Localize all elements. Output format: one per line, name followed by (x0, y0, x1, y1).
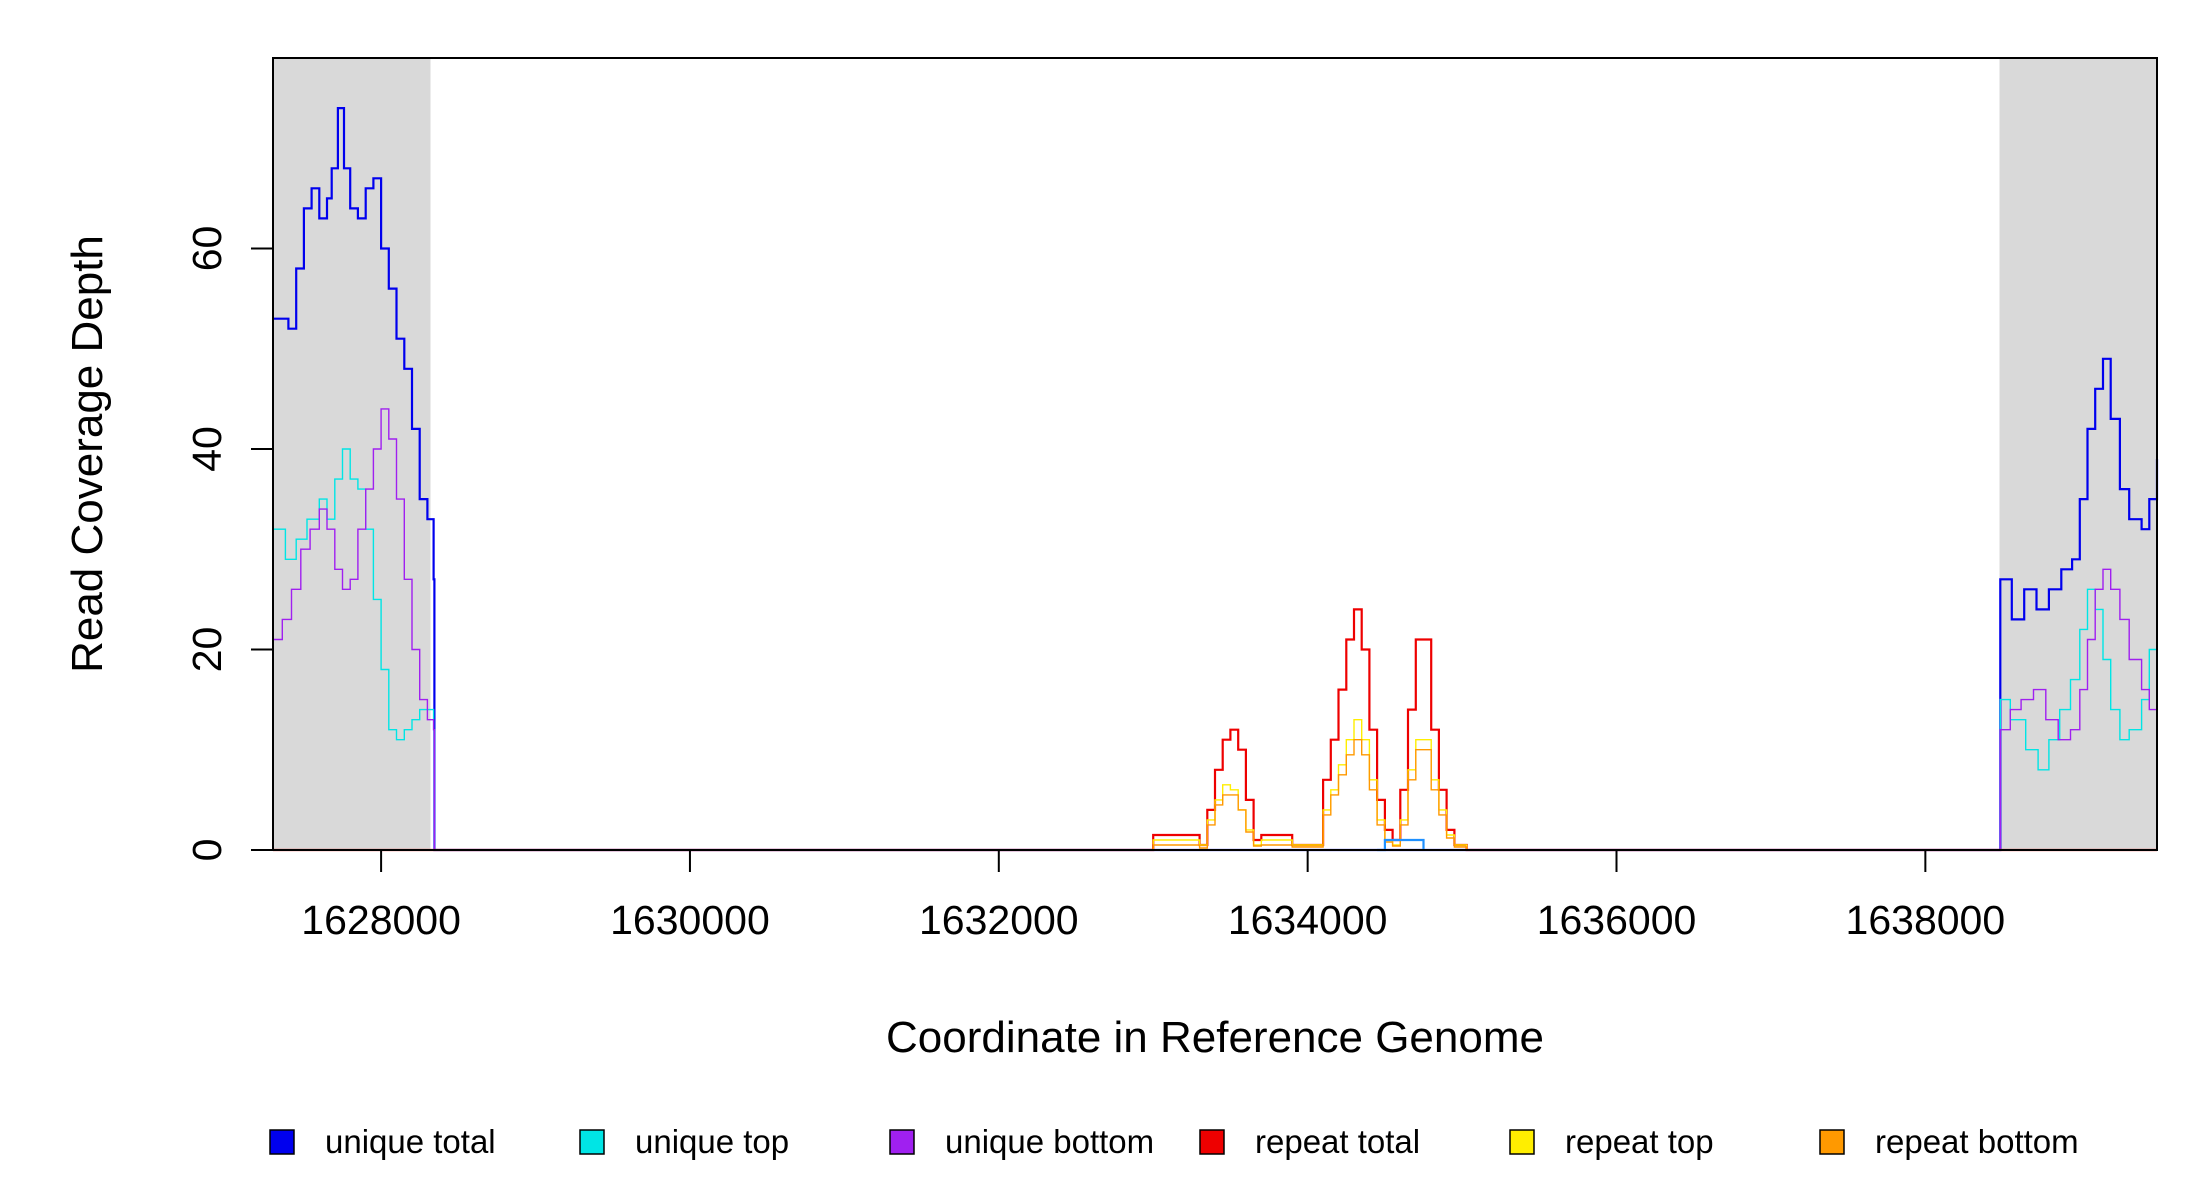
y-tick-label: 20 (184, 627, 230, 673)
legend-label: unique top (635, 1123, 789, 1160)
legend-swatch (1199, 1129, 1225, 1155)
legend-label: unique total (325, 1123, 496, 1160)
legend-label: repeat bottom (1875, 1123, 2079, 1160)
y-tick-label: 40 (184, 426, 230, 472)
x-axis: 1628000 1630000 1632000 1634000 1636000 16380… (301, 850, 2005, 943)
x-tick-label: 1632000 (919, 897, 1079, 943)
x-tick-label: 1634000 (1228, 897, 1388, 943)
legend-swatch (1509, 1129, 1535, 1155)
x-tick-label: 1638000 (1846, 897, 2006, 943)
y-axis: 0 20 40 60 (184, 226, 273, 862)
legend-swatch (889, 1129, 915, 1155)
shaded-regions (273, 58, 2157, 850)
legend-label: repeat top (1565, 1123, 1714, 1160)
shaded-region-0 (273, 58, 431, 850)
x-tick-label: 1636000 (1537, 897, 1697, 943)
series-line-repeat-bottom (273, 739, 2157, 851)
series-line-unique-bottom (273, 408, 2158, 851)
legend: unique total unique top unique bottom repea… (269, 1123, 2079, 1160)
legend-swatch (269, 1129, 295, 1155)
legend-swatch (1819, 1129, 1845, 1155)
y-tick-label: 0 (184, 839, 230, 862)
series-line-unique-total (273, 107, 2159, 852)
y-tick-label: 60 (184, 226, 230, 272)
x-tick-label: 1630000 (610, 897, 770, 943)
legend-label: repeat total (1255, 1123, 1420, 1160)
x-axis-title: Coordinate in Reference Genome (886, 1013, 1544, 1062)
series-line-repeat-total (273, 608, 2157, 852)
y-axis-title: Read Coverage Depth (63, 235, 112, 673)
plot-series (273, 107, 2159, 852)
x-tick-label: 1628000 (301, 897, 461, 943)
legend-label: unique bottom (945, 1123, 1154, 1160)
shaded-region-1 (1999, 58, 2157, 850)
plot-frame (272, 57, 2158, 851)
legend-swatch (579, 1129, 605, 1155)
